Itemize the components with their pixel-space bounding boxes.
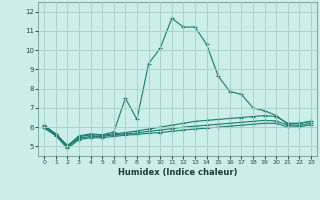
X-axis label: Humidex (Indice chaleur): Humidex (Indice chaleur): [118, 168, 237, 177]
